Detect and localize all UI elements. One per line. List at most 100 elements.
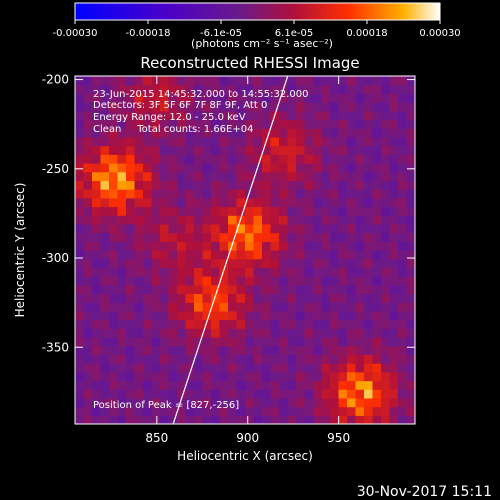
heatmap-cell [160, 206, 170, 216]
heatmap-cell [100, 258, 110, 268]
heatmap-cell [202, 250, 212, 260]
heatmap-cell [151, 293, 161, 303]
heatmap-cell [389, 389, 399, 399]
heatmap-cell [202, 284, 212, 295]
heatmap-cell [364, 319, 374, 329]
heatmap-cell [219, 371, 229, 382]
heatmap-cell [143, 415, 153, 424]
heatmap-cell [296, 84, 306, 94]
heatmap-cell [92, 84, 102, 94]
heatmap-cell [211, 215, 221, 225]
heatmap-cell [151, 337, 161, 347]
heatmap-cell [126, 110, 136, 121]
heatmap-cell [100, 84, 110, 94]
heatmap-cell [355, 284, 365, 295]
heatmap-cell [126, 84, 136, 94]
heatmap-cell [75, 293, 85, 303]
heatmap-cell [126, 293, 136, 303]
heatmap-cell [100, 215, 110, 225]
heatmap-cell [126, 406, 136, 416]
heatmap-cell [83, 180, 93, 190]
heatmap-cell [202, 397, 212, 408]
heatmap-cell [177, 250, 187, 260]
heatmap-cell [270, 197, 280, 208]
heatmap-cell [313, 232, 323, 242]
heatmap-cell [219, 276, 229, 286]
heatmap-cell [236, 319, 246, 329]
heatmap-cell [296, 363, 306, 373]
heatmap-cell [134, 328, 144, 338]
heatmap-cell [364, 250, 374, 260]
heatmap-cell [236, 76, 246, 86]
heatmap-cell [117, 293, 127, 303]
heatmap-cell [143, 380, 153, 390]
heatmap-cell [372, 380, 382, 390]
heatmap-cell [347, 415, 357, 424]
heatmap-cell [321, 389, 331, 399]
heatmap-cell [228, 102, 238, 112]
heatmap-cell [211, 223, 221, 234]
heatmap-cell [117, 276, 127, 286]
heatmap-cell [406, 76, 415, 86]
heatmap-cell [117, 328, 127, 338]
heatmap-cell [219, 310, 229, 321]
heatmap-cell [168, 136, 178, 147]
heatmap-cell [100, 363, 110, 373]
heatmap-cell [219, 302, 229, 312]
heatmap-cell [75, 232, 85, 242]
heatmap-cell [236, 136, 246, 147]
heatmap-cell [253, 250, 263, 260]
heatmap-cell [355, 415, 365, 424]
heatmap-cell [109, 310, 119, 321]
heatmap-cell [236, 337, 246, 347]
heatmap-cell [296, 102, 306, 112]
heatmap-cell [236, 276, 246, 286]
heatmap-cell [236, 206, 246, 216]
heatmap-cell [321, 397, 331, 408]
heatmap-cell [381, 241, 391, 251]
heatmap-cell [211, 189, 221, 199]
heatmap-cell [355, 232, 365, 242]
heatmap-cell [389, 415, 399, 424]
heatmap-cell [313, 389, 323, 399]
heatmap-cell [398, 145, 408, 155]
heatmap-cell [219, 319, 229, 329]
heatmap-cell [296, 319, 306, 329]
heatmap-cell [279, 302, 289, 312]
heatmap-cell [202, 119, 212, 129]
heatmap-cell [117, 337, 127, 347]
heatmap-cell [304, 163, 314, 173]
heatmap-cell [330, 380, 340, 390]
heatmap-cell [134, 406, 144, 416]
heatmap-cell [406, 110, 415, 121]
heatmap-cell [219, 232, 229, 242]
heatmap-cell [364, 267, 374, 277]
heatmap-cell [219, 223, 229, 234]
heatmap-cell [313, 267, 323, 277]
heatmap-cell [134, 215, 144, 225]
heatmap-cell [75, 397, 85, 408]
heatmap-cell [296, 223, 306, 234]
heatmap-cell [287, 197, 297, 208]
heatmap-cell [219, 171, 229, 181]
heatmap-cell [372, 319, 382, 329]
heatmap-cell [364, 302, 374, 312]
heatmap-cell [296, 380, 306, 390]
heatmap-cell [83, 302, 93, 312]
heatmap-cell [406, 389, 415, 399]
heatmap-cell [160, 284, 170, 295]
heatmap-cell [151, 389, 161, 399]
heatmap-cell [355, 267, 365, 277]
heatmap-cell [406, 371, 415, 382]
heatmap-cell [109, 319, 119, 329]
heatmap-cell [100, 128, 110, 138]
colorbar [74, 2, 441, 21]
heatmap-cell [117, 102, 127, 112]
heatmap-cell [160, 93, 170, 103]
heatmap-cell [296, 119, 306, 129]
heatmap-cell [313, 250, 323, 260]
heatmap-cell [296, 189, 306, 199]
heatmap-cell [253, 241, 263, 251]
heatmap-cell [109, 232, 119, 242]
heatmap-cell [372, 302, 382, 312]
